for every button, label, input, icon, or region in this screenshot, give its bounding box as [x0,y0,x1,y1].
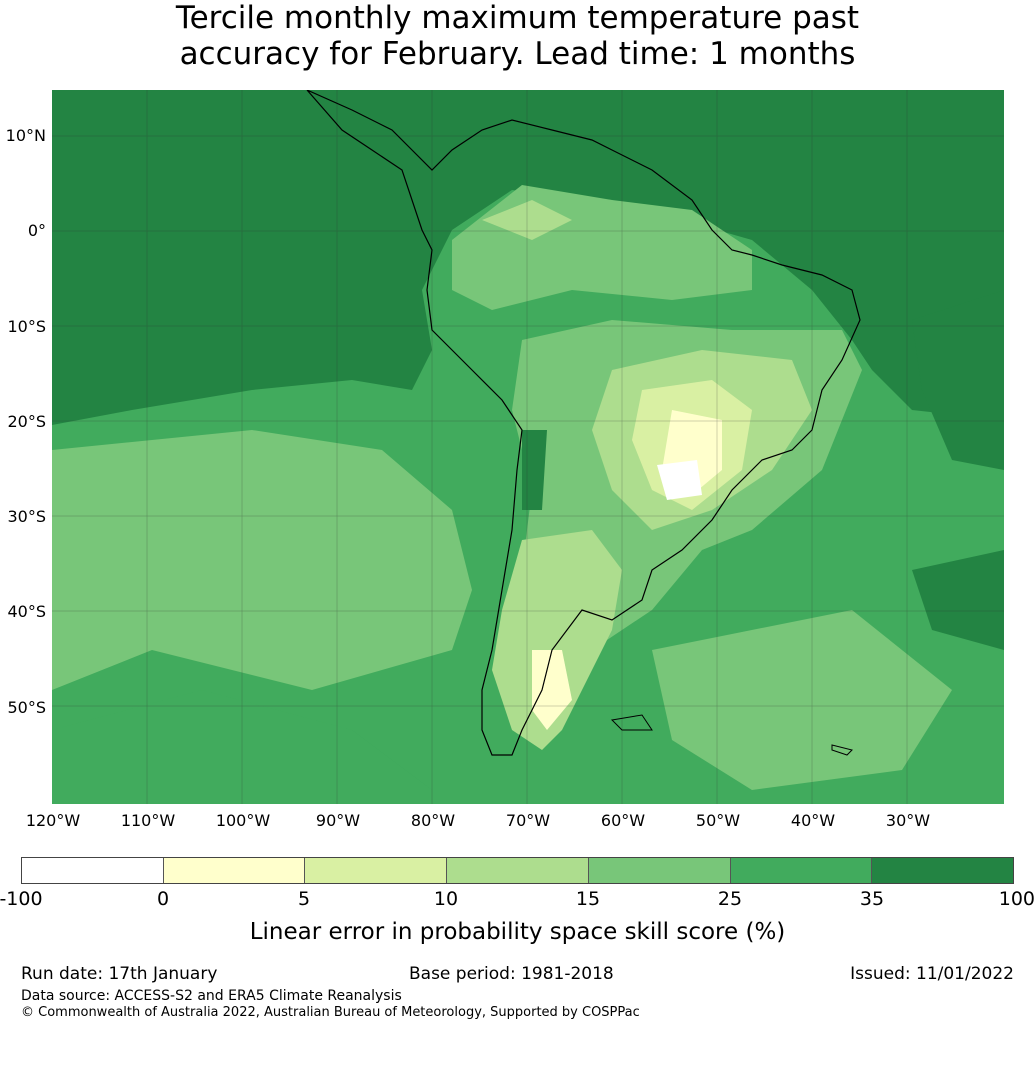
lon-label-30w: 30°W [885,811,931,830]
lon-label-90w: 90°W [315,811,361,830]
colorbar-label: Linear error in probability space skill … [249,919,786,945]
land-central-white [657,460,702,500]
colorbar-tick-25: 25 [717,888,743,910]
land-north-light [482,200,572,240]
map-svg [52,90,1004,804]
colorbar-segment-3 [305,858,448,883]
south-america-coastline [306,90,861,756]
lon-label-40w: 40°W [790,811,836,830]
base-period: Base period: 1981-2018 [409,964,614,984]
lon-label-70w: 70°W [505,811,551,830]
colorbar-tick-5: 5 [297,888,311,910]
colorbar-segment-4 [447,858,589,883]
dark-region-east [912,290,1004,470]
lat-label-30s: 30°S [7,507,46,526]
colorbar-tick-15: 15 [575,888,601,910]
copyright: © Commonwealth of Australia 2022, Austra… [21,1005,640,1020]
lat-label-10n: 10°N [5,126,46,145]
colorbar-segment-5 [588,858,731,883]
title-line-2: accuracy for February. Lead time: 1 mont… [179,36,856,72]
lat-label-40s: 40°S [7,602,46,621]
colorbar-tick-10: 10 [433,888,459,910]
colorbar [21,857,1014,884]
lon-label-120w: 120°W [25,811,81,830]
dark-region-southeast [912,550,1004,650]
land-south-cone [492,530,622,750]
land-andes-dark [522,430,547,510]
lon-label-50w: 50°W [695,811,741,830]
run-date: Run date: 17th January [21,964,218,984]
graticule [52,90,1004,804]
colorbar-tick-0: 0 [156,888,170,910]
lat-label-20s: 20°S [7,412,46,431]
land-patagonia-light [532,650,572,730]
lon-label-80w: 80°W [410,811,456,830]
lon-label-110w: 110°W [120,811,176,830]
light-region-pacific [52,430,472,690]
colorbar-segment-1 [22,858,164,883]
colorbar-segment-2 [163,858,306,883]
skill-score-map [52,90,1004,804]
lon-label-100w: 100°W [215,811,271,830]
light-region-south-atlantic [652,610,952,790]
colorbar-segment-6 [730,858,873,883]
issued-date: Issued: 11/01/2022 [850,964,1014,984]
lat-label-10s: 10°S [7,317,46,336]
dark-region-north [52,90,1004,425]
colorbar-tick-neg100: -100 [0,888,43,910]
colorbar-tick-100: 100 [998,888,1035,910]
data-source: Data source: ACCESS-S2 and ERA5 Climate … [21,988,402,1004]
title-line-1: Tercile monthly maximum temperature past [175,0,860,36]
map-title: Tercile monthly maximum temperature past… [0,0,1035,72]
colorbar-tick-35: 35 [859,888,885,910]
lon-label-60w: 60°W [600,811,646,830]
south-georgia-outline [831,744,853,756]
falkland-islands-outline [610,714,653,731]
colorbar-segment-7 [872,858,1014,883]
lat-label-50s: 50°S [7,698,46,717]
mid-region-south-pacific [52,690,432,804]
lat-label-0: 0° [27,221,46,240]
